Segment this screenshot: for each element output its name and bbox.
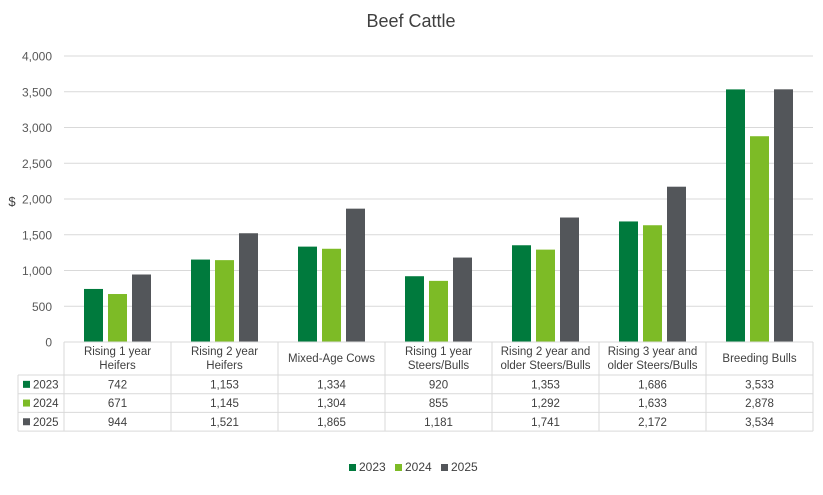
data-label: 920	[429, 379, 448, 391]
category-label: Rising 1 year Heifers	[84, 346, 151, 372]
bar	[84, 288, 103, 342]
data-label: 2,878	[745, 398, 774, 410]
data-label: 742	[108, 379, 127, 391]
bar	[215, 260, 234, 342]
data-label: 855	[429, 398, 448, 410]
category-label: Rising 3 year and older Steers/Bulls	[607, 346, 697, 372]
y-axis-ticks: 0 500 1,000 1,500 2,000 2,500 3,000 3,500 4,000	[22, 50, 52, 350]
data-label: 1,304	[317, 398, 346, 410]
data-label: 2,172	[638, 417, 667, 429]
chart-title: Beef Cattle	[366, 11, 455, 31]
bar	[322, 248, 341, 342]
bar	[346, 208, 365, 342]
legend: 2023 2024 2025	[349, 460, 478, 474]
bar	[298, 246, 317, 342]
series-2023	[84, 89, 745, 342]
bar	[750, 136, 769, 342]
bar	[429, 280, 448, 342]
bar	[667, 186, 686, 342]
y-tick-label: 3,500	[22, 85, 52, 99]
data-label: 1,741	[531, 417, 560, 429]
data-label: 944	[108, 417, 128, 429]
bar	[512, 245, 531, 342]
data-label: 1,181	[424, 417, 453, 429]
legend-key-swatch	[23, 418, 30, 426]
legend-label: 2024	[405, 460, 432, 474]
y-tick-label: 0	[45, 336, 52, 350]
data-label: 1,686	[638, 379, 667, 391]
legend-item: 2025	[441, 460, 478, 474]
legend-swatch	[441, 464, 448, 471]
gridlines	[64, 55, 813, 307]
series-2024	[108, 136, 769, 342]
bar	[536, 249, 555, 342]
bar	[453, 257, 472, 342]
legend-item: 2024	[395, 460, 432, 474]
category-label: Rising 1 year Steers/Bulls	[405, 346, 472, 372]
y-axis-label: $	[8, 194, 16, 209]
data-label: 3,534	[745, 417, 774, 429]
bar	[108, 294, 127, 342]
bar	[560, 217, 579, 342]
bar	[774, 89, 793, 342]
bar	[132, 274, 151, 342]
legend-key-swatch	[23, 380, 30, 388]
y-tick-label: 500	[32, 300, 52, 314]
legend-label: 2025	[451, 460, 478, 474]
bar	[239, 233, 258, 342]
data-table: Rising 1 year Heifers Rising 2 year Heifers…	[17, 341, 814, 432]
category-label: Rising 2 year Heifers	[191, 346, 258, 372]
y-tick-label: 1,500	[22, 228, 52, 242]
category-label: Mixed-Age Cows	[288, 353, 375, 365]
bars	[84, 89, 793, 342]
category-label: Rising 2 year and older Steers/Bulls	[500, 346, 590, 372]
legend-swatch	[395, 464, 402, 471]
legend-swatch	[349, 464, 356, 471]
data-label: 1,292	[531, 398, 560, 410]
data-label: 1,865	[317, 417, 346, 429]
bar	[726, 89, 745, 342]
bar	[191, 259, 210, 342]
data-label: 671	[108, 398, 127, 410]
bar	[643, 225, 662, 342]
legend-label: 2023	[359, 460, 386, 474]
y-tick-label: 3,000	[22, 121, 52, 135]
data-label: 1,153	[210, 379, 239, 391]
data-label: 1,145	[210, 398, 239, 410]
series-row-label: 2024	[33, 398, 59, 410]
series-2025	[132, 89, 793, 342]
legend-item: 2023	[349, 460, 386, 474]
y-tick-label: 2,000	[22, 193, 52, 207]
bar	[405, 276, 424, 342]
y-tick-label: 4,000	[22, 50, 52, 64]
legend-key-swatch	[23, 399, 30, 407]
y-tick-label: 1,000	[22, 264, 52, 278]
category-label: Breeding Bulls	[722, 353, 796, 365]
data-label: 1,353	[531, 379, 560, 391]
data-label: 1,633	[638, 398, 667, 410]
y-tick-label: 2,500	[22, 157, 52, 171]
series-row-label: 2025	[33, 417, 59, 429]
series-row-label: 2023	[33, 379, 59, 391]
data-label: 1,334	[317, 379, 346, 391]
data-label: 3,533	[745, 379, 774, 391]
bar	[619, 221, 638, 342]
data-label: 1,521	[210, 417, 239, 429]
